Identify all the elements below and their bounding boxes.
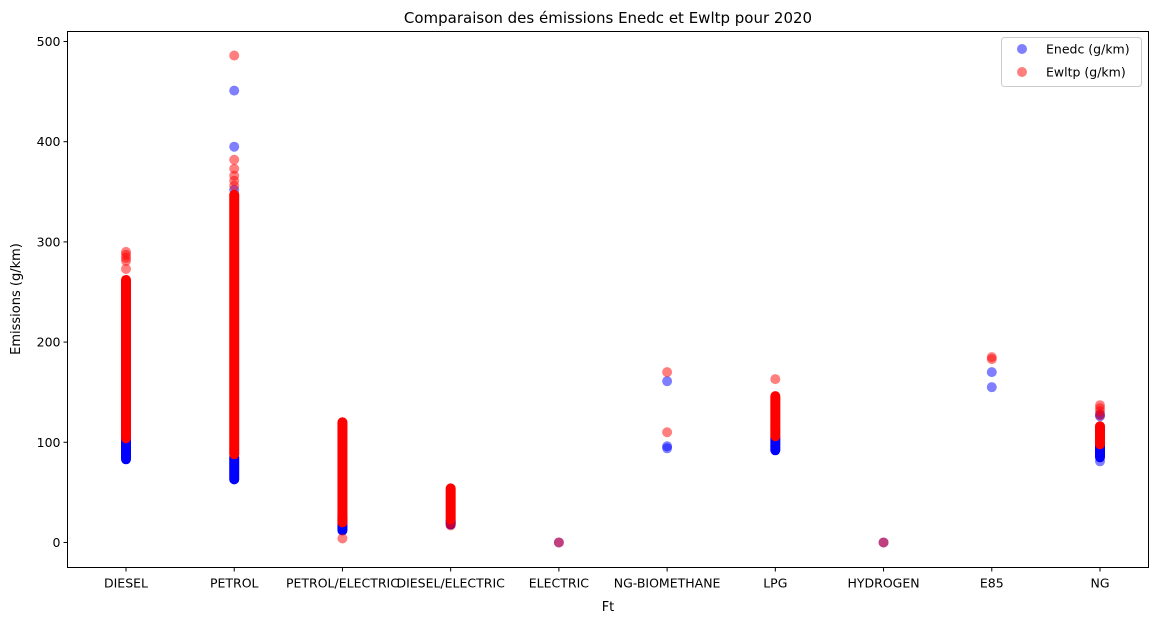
point-enedc <box>986 382 997 393</box>
plot-frame <box>67 31 1149 568</box>
point-enedc <box>986 367 997 378</box>
point-ewltp <box>337 533 348 544</box>
x-axis-ticks: DIESEL PETROL PETROL/ELECTRICDIESEL/ELECTR… <box>104 567 1110 591</box>
x-tick-label: PETROL <box>210 576 259 591</box>
point-enedc <box>662 443 673 454</box>
y-tick-label: 500 <box>37 34 61 49</box>
point-ewltp <box>337 419 348 430</box>
point-ewltp <box>986 354 997 365</box>
point-band-enedc <box>229 452 240 485</box>
legend-label-ewltp: Ewltp (g/km) <box>1046 65 1126 80</box>
point-band-ewltp <box>229 189 240 460</box>
legend-box <box>1001 37 1142 87</box>
chart-title: Comparaison des émissions Enedc et Ewltp… <box>404 9 812 27</box>
y-axis-label: Emissions (g/km) <box>9 243 24 355</box>
point-ewltp <box>229 180 240 191</box>
y-tick-label: 100 <box>37 435 61 450</box>
points-layer <box>121 50 1105 548</box>
legend-marker-ewltp <box>1017 67 1027 77</box>
point-band-ewltp <box>770 391 781 442</box>
x-tick-label: ELECTRIC <box>529 576 589 591</box>
point-enedc <box>662 376 673 387</box>
point-ewltp <box>229 50 240 61</box>
y-tick-label: 300 <box>37 234 61 249</box>
x-tick-label: DIESEL <box>104 576 148 591</box>
point-enedc <box>1095 456 1105 467</box>
legend: Enedc (g/km) Ewltp (g/km) <box>1001 37 1142 87</box>
point-ewltp <box>229 154 240 165</box>
y-tick-label: 400 <box>37 134 61 149</box>
y-axis-ticks: 0 100 200 300 400 500 <box>37 34 68 550</box>
point-ewltp <box>445 520 456 531</box>
y-tick-label: 200 <box>37 335 61 350</box>
point-band-ewltp <box>1095 421 1105 450</box>
x-tick-label: NG <box>1090 576 1109 591</box>
point-ewltp <box>121 255 131 266</box>
x-tick-label: LPG <box>763 576 787 591</box>
x-axis-label: Ft <box>602 600 615 615</box>
point-ewltp <box>878 537 889 548</box>
point-ewltp <box>662 427 673 438</box>
point-ewltp <box>770 374 781 385</box>
point-band-ewltp <box>121 274 131 444</box>
legend-marker-enedc <box>1017 44 1027 54</box>
legend-label-enedc: Enedc (g/km) <box>1046 42 1130 57</box>
point-enedc <box>229 141 240 152</box>
point-band-ewltp <box>445 483 456 525</box>
point-ewltp <box>229 163 240 174</box>
x-tick-label: DIESEL/ELECTRIC <box>396 576 505 591</box>
x-tick-label: HYDROGEN <box>847 576 919 591</box>
point-ewltp <box>121 263 131 274</box>
y-tick-label: 0 <box>53 535 61 550</box>
point-band-ewltp <box>337 417 348 528</box>
point-ewltp <box>662 367 673 378</box>
point-ewltp <box>1095 410 1105 421</box>
x-tick-label: PETROL/ELECTRIC <box>286 576 399 591</box>
x-tick-label: NG-BIOMETHANE <box>614 576 721 591</box>
point-enedc <box>229 85 240 96</box>
point-ewltp <box>553 537 564 548</box>
x-tick-label: E85 <box>980 576 1004 591</box>
